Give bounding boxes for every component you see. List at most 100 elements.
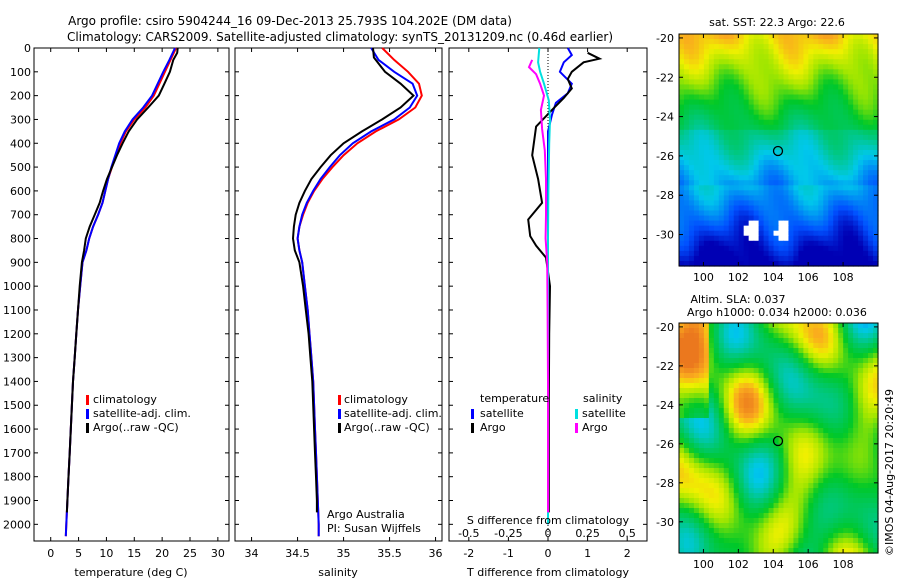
- heatmap-cell: [783, 129, 790, 136]
- heatmap-cell: [818, 468, 824, 474]
- map-y-tick-label: -22: [656, 71, 674, 84]
- heatmap-cell: [718, 463, 725, 469]
- heatmap-cell: [868, 185, 874, 191]
- heatmap-cell: [873, 418, 879, 424]
- heatmap-cell: [803, 104, 809, 111]
- heatmap-cell: [698, 89, 705, 96]
- heatmap-cell: [793, 240, 799, 247]
- heatmap-cell: [778, 200, 785, 207]
- depth-tick-label: 1800: [3, 471, 31, 484]
- heatmap-cell: [679, 443, 685, 449]
- heatmap-cell: [728, 64, 735, 70]
- heatmap-cell: [693, 245, 700, 252]
- heatmap-cell: [718, 64, 725, 70]
- heatmap-cell: [868, 403, 874, 409]
- heatmap-cell: [743, 235, 750, 242]
- legend-swatch-temp-satellite: [471, 409, 474, 419]
- heatmap-cell: [733, 408, 740, 414]
- heatmap-cell: [803, 200, 809, 207]
- heatmap-cell: [703, 39, 710, 45]
- heatmap-cell: [683, 89, 690, 96]
- heatmap-cell: [703, 124, 710, 131]
- heatmap-cell: [683, 363, 690, 369]
- heatmap-cell: [738, 235, 745, 242]
- heatmap-cell: [778, 403, 785, 409]
- heatmap-cell: [733, 114, 740, 121]
- heatmap-cell: [818, 104, 824, 111]
- heatmap-cell: [813, 119, 819, 126]
- heatmap-cell: [788, 129, 795, 136]
- heatmap-cell: [758, 498, 765, 504]
- heatmap-cell: [733, 175, 740, 181]
- heatmap-cell: [768, 543, 775, 549]
- heatmap-cell: [718, 448, 725, 454]
- heatmap-cell: [868, 195, 874, 202]
- heatmap-cell: [698, 323, 705, 329]
- heatmap-cell: [858, 225, 864, 232]
- heatmap-cell: [823, 195, 829, 202]
- heatmap-cell: [683, 79, 690, 86]
- heatmap-cell: [843, 523, 849, 529]
- heatmap-cell: [718, 54, 725, 60]
- heatmap-cell: [768, 418, 775, 424]
- heatmap-cell: [773, 413, 780, 419]
- heatmap-cell: [748, 483, 755, 489]
- heatmap-cell: [698, 200, 705, 207]
- heatmap-cell: [783, 548, 790, 554]
- heatmap-cell: [733, 468, 740, 474]
- heatmap-cell: [708, 513, 715, 519]
- heatmap-cell: [873, 139, 879, 146]
- heatmap-cell: [858, 190, 864, 196]
- heatmap-cell: [773, 124, 780, 131]
- heatmap-cell: [843, 190, 849, 196]
- heatmap-cell: [743, 473, 750, 479]
- heatmap-cell: [703, 333, 710, 339]
- heatmap-cell: [778, 473, 785, 479]
- heatmap-cell: [828, 170, 834, 176]
- heatmap-cell: [843, 403, 849, 409]
- heatmap-cell: [803, 69, 809, 75]
- heatmap-cell: [868, 428, 874, 434]
- heatmap-cell: [683, 428, 690, 434]
- heatmap-cell: [763, 79, 770, 86]
- heatmap-cell: [863, 195, 869, 202]
- heatmap-cell: [693, 533, 700, 539]
- heatmap-cell: [783, 185, 790, 191]
- heatmap-cell: [783, 79, 790, 86]
- heatmap-cell: [698, 478, 705, 484]
- heatmap-cell: [763, 513, 770, 519]
- sla-map-panel: Altim. SLA: 0.037 Argo h1000: 0.034 h200…: [656, 293, 879, 571]
- heatmap-cell: [768, 533, 775, 539]
- heatmap-cell: [738, 508, 745, 514]
- heatmap-cell: [718, 215, 725, 222]
- heatmap-cell: [738, 393, 745, 399]
- heatmap-cell: [808, 478, 814, 484]
- heatmap-cell: [758, 185, 765, 191]
- heatmap-cell: [793, 328, 799, 334]
- heatmap-cell: [828, 478, 834, 484]
- heatmap-cell: [708, 260, 715, 267]
- heatmap-cell: [788, 64, 795, 70]
- heatmap-cell: [803, 518, 809, 524]
- heatmap-cell: [723, 433, 730, 439]
- heatmap-cell: [718, 408, 725, 414]
- heatmap-cell: [679, 180, 685, 186]
- heatmap-cell: [823, 463, 829, 469]
- heatmap-cell: [748, 225, 755, 232]
- heatmap-cell: [873, 358, 879, 364]
- heatmap-cell: [693, 114, 700, 121]
- heatmap-cell: [813, 518, 819, 524]
- heatmap-cell: [798, 165, 804, 171]
- heatmap-cell: [803, 333, 809, 339]
- heatmap-cell: [748, 155, 755, 161]
- heatmap-cell: [778, 348, 785, 354]
- heatmap-cell: [768, 74, 775, 80]
- heatmap-cell: [688, 89, 695, 96]
- heatmap-cell: [733, 403, 740, 409]
- heatmap-cell: [783, 503, 790, 509]
- heatmap-cell: [873, 393, 879, 399]
- map-x-tick-label: 102: [728, 558, 749, 571]
- heatmap-cell: [838, 99, 844, 106]
- heatmap-cell: [763, 528, 770, 534]
- heatmap-cell: [838, 538, 844, 544]
